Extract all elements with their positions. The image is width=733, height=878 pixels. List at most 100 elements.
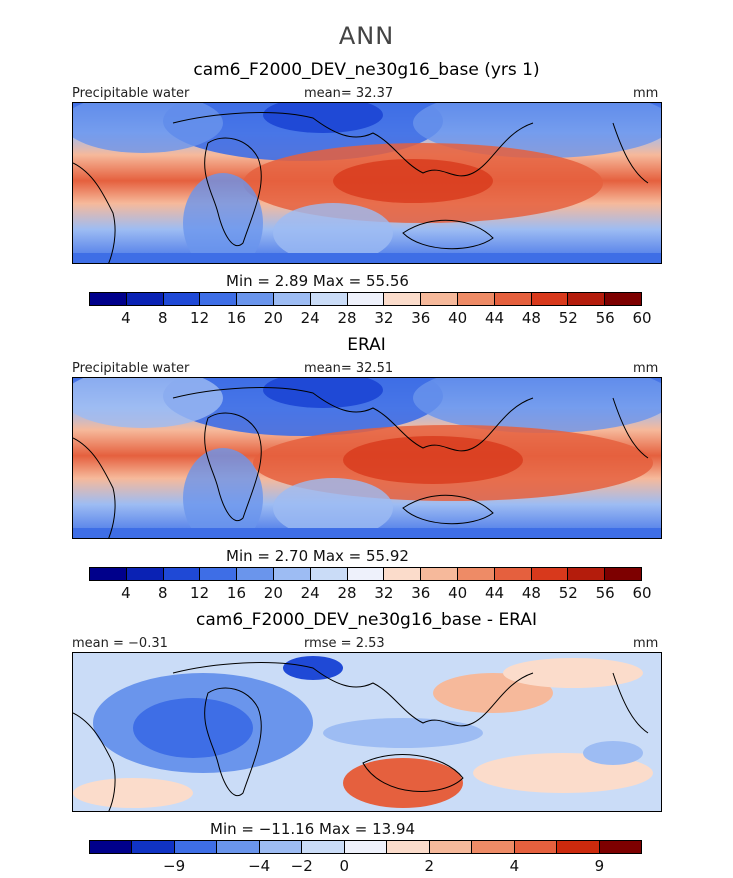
colorbar-tick-label: 12 bbox=[190, 309, 210, 327]
colorbar-swatch bbox=[90, 293, 127, 305]
season-title: ANN bbox=[338, 22, 395, 50]
colorbar-tick-label: 44 bbox=[484, 309, 505, 327]
colorbar-tick-label: 52 bbox=[558, 584, 578, 602]
colorbar-swatch bbox=[568, 568, 606, 580]
colorbar-swatch bbox=[557, 841, 600, 853]
panel-3-rmse-label: rmse = 2.53 bbox=[304, 636, 385, 651]
panel-1-units: mm bbox=[633, 86, 659, 101]
colorbar-tick-label: 52 bbox=[558, 309, 578, 327]
panel-2-field bbox=[73, 378, 661, 538]
colorbar-swatch bbox=[531, 568, 569, 580]
panel-1-variable-label: Precipitable water bbox=[72, 86, 190, 101]
colorbar-tick-label: 4 bbox=[509, 857, 520, 875]
panel-2-colorbar-ticks: 4 8 12 16 20 24 28 32 36 40 44 48 52 56 60 bbox=[89, 584, 651, 602]
colorbar-swatch bbox=[457, 293, 495, 305]
colorbar-swatch bbox=[273, 568, 311, 580]
panel-1-min-max: Min = 2.89 Max = 55.56 bbox=[226, 272, 409, 290]
panel-3-map bbox=[72, 652, 662, 812]
colorbar-swatch bbox=[273, 293, 311, 305]
colorbar-tick-label: 32 bbox=[374, 584, 394, 602]
colorbar-swatch bbox=[217, 841, 260, 853]
colorbar-swatch bbox=[132, 841, 175, 853]
colorbar-swatch bbox=[200, 293, 238, 305]
colorbar-swatch bbox=[302, 841, 345, 853]
panel-3-units: mm bbox=[633, 636, 659, 651]
colorbar-swatch bbox=[494, 568, 532, 580]
colorbar-swatch bbox=[163, 568, 201, 580]
colorbar-swatch bbox=[421, 568, 458, 580]
colorbar-swatch bbox=[90, 841, 133, 853]
colorbar-swatch bbox=[259, 841, 303, 853]
panel-1-mean-label: mean= 32.37 bbox=[304, 86, 394, 101]
colorbar-tick-label: 2 bbox=[424, 857, 435, 875]
colorbar-tick-label: 4 bbox=[121, 584, 131, 602]
colorbar-swatch bbox=[599, 841, 642, 853]
colorbar-swatch bbox=[384, 293, 422, 305]
colorbar-tick-label: 24 bbox=[300, 584, 320, 602]
colorbar-tick-label: 4 bbox=[121, 309, 131, 327]
colorbar-tick-label: 8 bbox=[157, 584, 168, 602]
colorbar-swatch bbox=[605, 568, 641, 580]
colorbar-tick-label: 40 bbox=[448, 584, 468, 602]
colorbar-tick-label: 32 bbox=[374, 309, 394, 327]
colorbar-tick-label: 9 bbox=[594, 857, 605, 875]
panel-2-units: mm bbox=[633, 361, 659, 376]
panel-2-variable-label: Precipitable water bbox=[72, 361, 190, 376]
panel-3-colorbar-ticks: −9 −4 −2 0 2 4 9 bbox=[89, 857, 642, 875]
colorbar-swatch bbox=[90, 568, 127, 580]
colorbar-swatch bbox=[384, 568, 422, 580]
colorbar-tick-label: 8 bbox=[157, 309, 168, 327]
panel-1-map bbox=[72, 102, 662, 264]
colorbar-tick-label: 20 bbox=[263, 309, 283, 327]
panel-2-map bbox=[72, 377, 662, 539]
panel-2-mean-label: mean= 32.51 bbox=[304, 361, 394, 376]
colorbar-swatch bbox=[344, 841, 388, 853]
panel-1-field bbox=[73, 103, 661, 263]
colorbar-swatch bbox=[514, 841, 558, 853]
colorbar-swatch bbox=[457, 568, 495, 580]
colorbar-swatch bbox=[387, 841, 430, 853]
colorbar-tick-label: 60 bbox=[632, 584, 652, 602]
colorbar-tick-label: 24 bbox=[300, 309, 320, 327]
colorbar-tick-label: 56 bbox=[595, 309, 615, 327]
colorbar-tick-label: 36 bbox=[411, 309, 431, 327]
panel-1-title: cam6_F2000_DEV_ne30g16_base (yrs 1) bbox=[193, 60, 540, 80]
colorbar-swatch bbox=[347, 293, 385, 305]
colorbar-swatch bbox=[347, 568, 385, 580]
colorbar-tick-label: 44 bbox=[484, 584, 505, 602]
panel-3-mean-label: mean = −0.31 bbox=[72, 636, 168, 651]
colorbar-tick-label: 0 bbox=[339, 857, 349, 875]
colorbar-swatch bbox=[421, 293, 458, 305]
colorbar-tick-label: 40 bbox=[448, 309, 468, 327]
colorbar-swatch bbox=[472, 841, 515, 853]
colorbar-swatch bbox=[163, 293, 201, 305]
colorbar-swatch bbox=[237, 568, 274, 580]
colorbar-tick-label: 20 bbox=[263, 584, 283, 602]
colorbar-swatch bbox=[126, 568, 164, 580]
colorbar-tick-label: 16 bbox=[226, 309, 246, 327]
colorbar-tick-label: 36 bbox=[411, 584, 431, 602]
colorbar-swatch bbox=[531, 293, 569, 305]
colorbar-tick-label: 48 bbox=[521, 309, 541, 327]
colorbar-swatch bbox=[310, 568, 348, 580]
colorbar-tick-label: −2 bbox=[290, 857, 313, 875]
colorbar-tick-label: 60 bbox=[632, 309, 652, 327]
colorbar-swatch bbox=[494, 293, 532, 305]
colorbar-swatch bbox=[429, 841, 473, 853]
panel-2-colorbar bbox=[89, 567, 642, 581]
colorbar-swatch bbox=[126, 293, 164, 305]
colorbar-tick-label: 12 bbox=[190, 584, 210, 602]
colorbar-tick-label: −4 bbox=[248, 857, 271, 875]
colorbar-swatch bbox=[605, 293, 641, 305]
colorbar-swatch bbox=[568, 293, 606, 305]
colorbar-swatch bbox=[174, 841, 218, 853]
colorbar-tick-label: 56 bbox=[595, 584, 615, 602]
panel-3-colorbar bbox=[89, 840, 642, 854]
colorbar-tick-label: −9 bbox=[163, 857, 186, 875]
colorbar-tick-label: 16 bbox=[226, 584, 246, 602]
panel-2-min-max: Min = 2.70 Max = 55.92 bbox=[226, 547, 409, 565]
colorbar-tick-label: 48 bbox=[521, 584, 541, 602]
colorbar-swatch bbox=[310, 293, 348, 305]
panel-2-title: ERAI bbox=[347, 335, 386, 355]
colorbar-tick-label: 28 bbox=[337, 584, 357, 602]
